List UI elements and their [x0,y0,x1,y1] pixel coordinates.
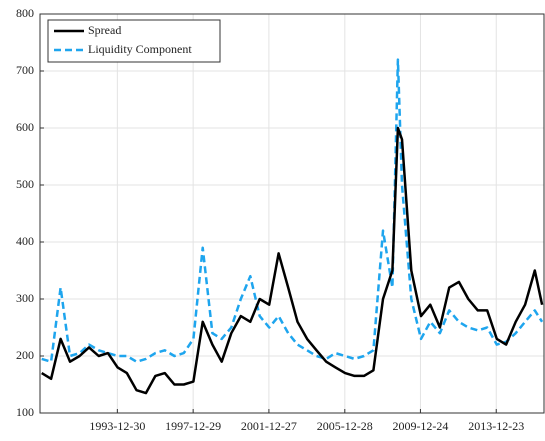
legend-label: Spread [88,23,121,37]
line-series [41,126,544,395]
plot-frame [39,13,545,414]
legend-box [47,19,221,63]
y-tick-label: 800 [16,6,34,20]
y-tick-label: 300 [16,291,34,305]
legend-label: Liquidity Component [88,42,192,56]
y-tick-label: 100 [16,405,34,419]
x-tick-label: 1993-12-30 [89,419,145,433]
x-tick-label: 1997-12-29 [165,419,221,433]
y-tick-label: 200 [16,348,34,362]
x-tick-label: 2009-12-24 [392,419,448,433]
y-tick-label: 400 [16,234,34,248]
y-tick-label: 500 [16,177,34,191]
y-tick-label: 700 [16,63,34,77]
x-tick-label: 2005-12-28 [317,419,373,433]
x-tick-label: 2013-12-23 [468,419,524,433]
y-tick-label: 600 [16,120,34,134]
x-tick-label: 2001-12-27 [241,419,297,433]
line-series [41,58,544,363]
